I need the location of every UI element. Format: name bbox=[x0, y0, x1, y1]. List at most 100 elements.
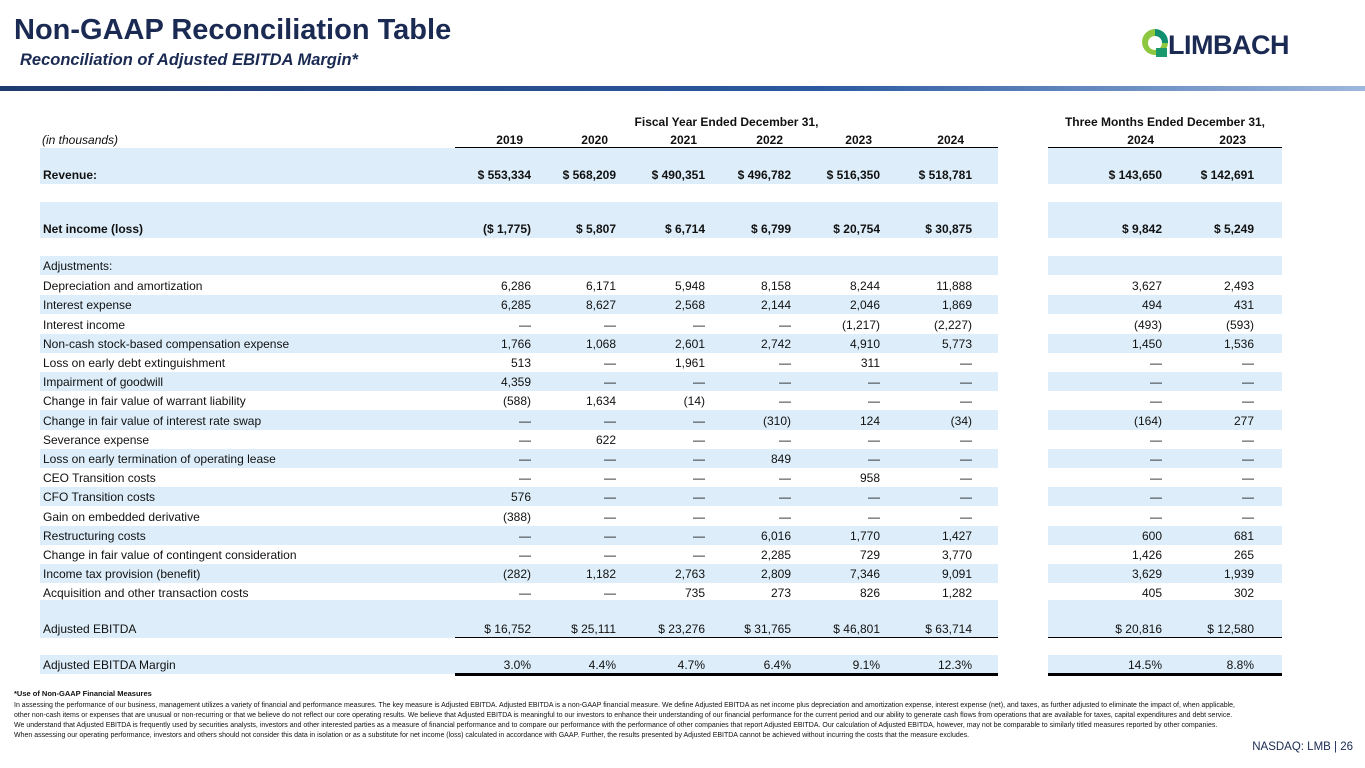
row-band bbox=[40, 410, 998, 430]
cell-value: — bbox=[960, 452, 972, 466]
row-label: Adjustments: bbox=[43, 259, 113, 273]
cell-value: $ 143,650 bbox=[1108, 168, 1162, 182]
cell-value: $ 553,334 bbox=[477, 168, 531, 182]
unit-label: (in thousands) bbox=[42, 133, 119, 147]
cell-value: 277 bbox=[1233, 413, 1254, 428]
cell-value: — bbox=[519, 452, 531, 466]
footnote-text: In assessing the performance of our busi… bbox=[14, 702, 1235, 739]
cell-value: 302 bbox=[1233, 586, 1254, 601]
cell-value: 265 bbox=[1233, 548, 1254, 562]
cell-value: 2,493 bbox=[1223, 279, 1254, 294]
cell-value: 6,286 bbox=[500, 279, 531, 294]
row-band bbox=[40, 295, 998, 315]
cell-value: $ 490,351 bbox=[651, 168, 705, 182]
cell-value: 3,770 bbox=[941, 548, 972, 562]
cell-value: 8,158 bbox=[760, 279, 791, 294]
cell-value: 6,171 bbox=[585, 279, 616, 294]
cell-value: 431 bbox=[1233, 298, 1254, 313]
cell-value: 14.5% bbox=[1127, 658, 1162, 672]
cell-value: — bbox=[604, 490, 616, 505]
row-label: Impairment of goodwill bbox=[43, 375, 164, 390]
row-label: Adjusted EBITDA Margin bbox=[43, 658, 176, 672]
cell-value: (14) bbox=[683, 394, 705, 409]
cell-value: $ 20,754 bbox=[833, 222, 880, 236]
cell-value: — bbox=[519, 413, 531, 428]
cell-value: (282) bbox=[502, 567, 531, 582]
cell-value: $ 23,276 bbox=[658, 622, 705, 636]
cell-value: (164) bbox=[1133, 413, 1162, 428]
cell-value: — bbox=[604, 317, 616, 332]
row-label: Income tax provision (benefit) bbox=[43, 567, 201, 582]
row-band bbox=[40, 655, 998, 674]
cell-value: — bbox=[693, 375, 705, 390]
row-underline bbox=[1048, 637, 1282, 638]
row-band bbox=[1048, 655, 1282, 674]
cell-value: 2,601 bbox=[674, 336, 705, 351]
cell-value: 273 bbox=[770, 586, 791, 601]
cell-value: 12.3% bbox=[937, 658, 972, 672]
cell-value: — bbox=[868, 394, 880, 409]
cell-value: — bbox=[693, 548, 705, 562]
cell-value: $ 9,842 bbox=[1121, 222, 1162, 236]
column-header: 2022 bbox=[756, 133, 783, 147]
row-label: Acquisition and other transaction costs bbox=[43, 586, 249, 601]
cell-value: — bbox=[1150, 432, 1162, 447]
cell-value: — bbox=[1150, 356, 1162, 370]
cell-value: — bbox=[604, 548, 616, 562]
cell-value: 3,629 bbox=[1131, 567, 1162, 582]
cell-value: — bbox=[779, 471, 791, 486]
row-band bbox=[1048, 525, 1282, 545]
cell-value: 9,091 bbox=[941, 567, 972, 582]
cell-value: 622 bbox=[595, 432, 616, 447]
row-label: Interest income bbox=[43, 317, 126, 332]
row-band bbox=[40, 525, 998, 545]
cell-value: 1,182 bbox=[585, 567, 616, 582]
cell-value: $ 30,875 bbox=[925, 222, 972, 236]
cell-value: — bbox=[604, 509, 616, 524]
column-header: 2023 bbox=[1219, 133, 1246, 147]
cell-value: 735 bbox=[684, 586, 705, 601]
cell-value: — bbox=[1242, 509, 1254, 524]
cell-value: — bbox=[960, 509, 972, 524]
cell-value: 2,568 bbox=[674, 298, 705, 313]
cell-value: — bbox=[1242, 356, 1254, 370]
row-band bbox=[1048, 333, 1282, 353]
cell-value: ($ 1,775) bbox=[482, 222, 531, 236]
cell-value: — bbox=[693, 471, 705, 486]
row-band bbox=[1048, 202, 1282, 238]
title: Non-GAAP Reconciliation Table bbox=[14, 14, 452, 46]
footnote-heading: *Use of Non-GAAP Financial Measures bbox=[14, 689, 152, 698]
cell-value: (2,227) bbox=[933, 317, 972, 332]
header-underline bbox=[455, 147, 998, 148]
cell-value: — bbox=[519, 471, 531, 486]
cell-value: 311 bbox=[860, 356, 880, 370]
cell-value: — bbox=[604, 471, 616, 486]
cell-value: — bbox=[1150, 394, 1162, 409]
cell-value: — bbox=[519, 586, 531, 601]
cell-value: — bbox=[1150, 375, 1162, 390]
cell-value: 4.4% bbox=[588, 658, 616, 672]
column-group-label: Three Months Ended December 31, bbox=[1064, 115, 1266, 129]
cell-value: — bbox=[604, 586, 616, 601]
cell-value: 1,282 bbox=[941, 586, 972, 601]
cell-value: — bbox=[1150, 471, 1162, 486]
logo-text: LIMBACH bbox=[1168, 30, 1289, 60]
row-label: Loss on early debt extinguishment bbox=[43, 356, 226, 370]
cell-value: — bbox=[868, 432, 880, 447]
cell-value: 7,346 bbox=[849, 567, 880, 582]
row-label: Non-cash stock-based compensation expens… bbox=[43, 336, 290, 351]
row-label: Change in fair value of contingent consi… bbox=[43, 548, 297, 562]
cell-value: (493) bbox=[1133, 317, 1162, 332]
row-band bbox=[1048, 372, 1282, 392]
cell-value: — bbox=[779, 432, 791, 447]
header-rule bbox=[0, 86, 1365, 91]
cell-value: 494 bbox=[1141, 298, 1162, 313]
row-label: CEO Transition costs bbox=[43, 471, 156, 486]
cell-value: 2,742 bbox=[760, 336, 791, 351]
row-band bbox=[1048, 564, 1282, 584]
cell-value: 4.7% bbox=[677, 658, 705, 672]
cell-value: 9.1% bbox=[852, 658, 880, 672]
cell-value: $ 142,691 bbox=[1200, 168, 1254, 182]
cell-value: $ 12,580 bbox=[1207, 622, 1254, 636]
